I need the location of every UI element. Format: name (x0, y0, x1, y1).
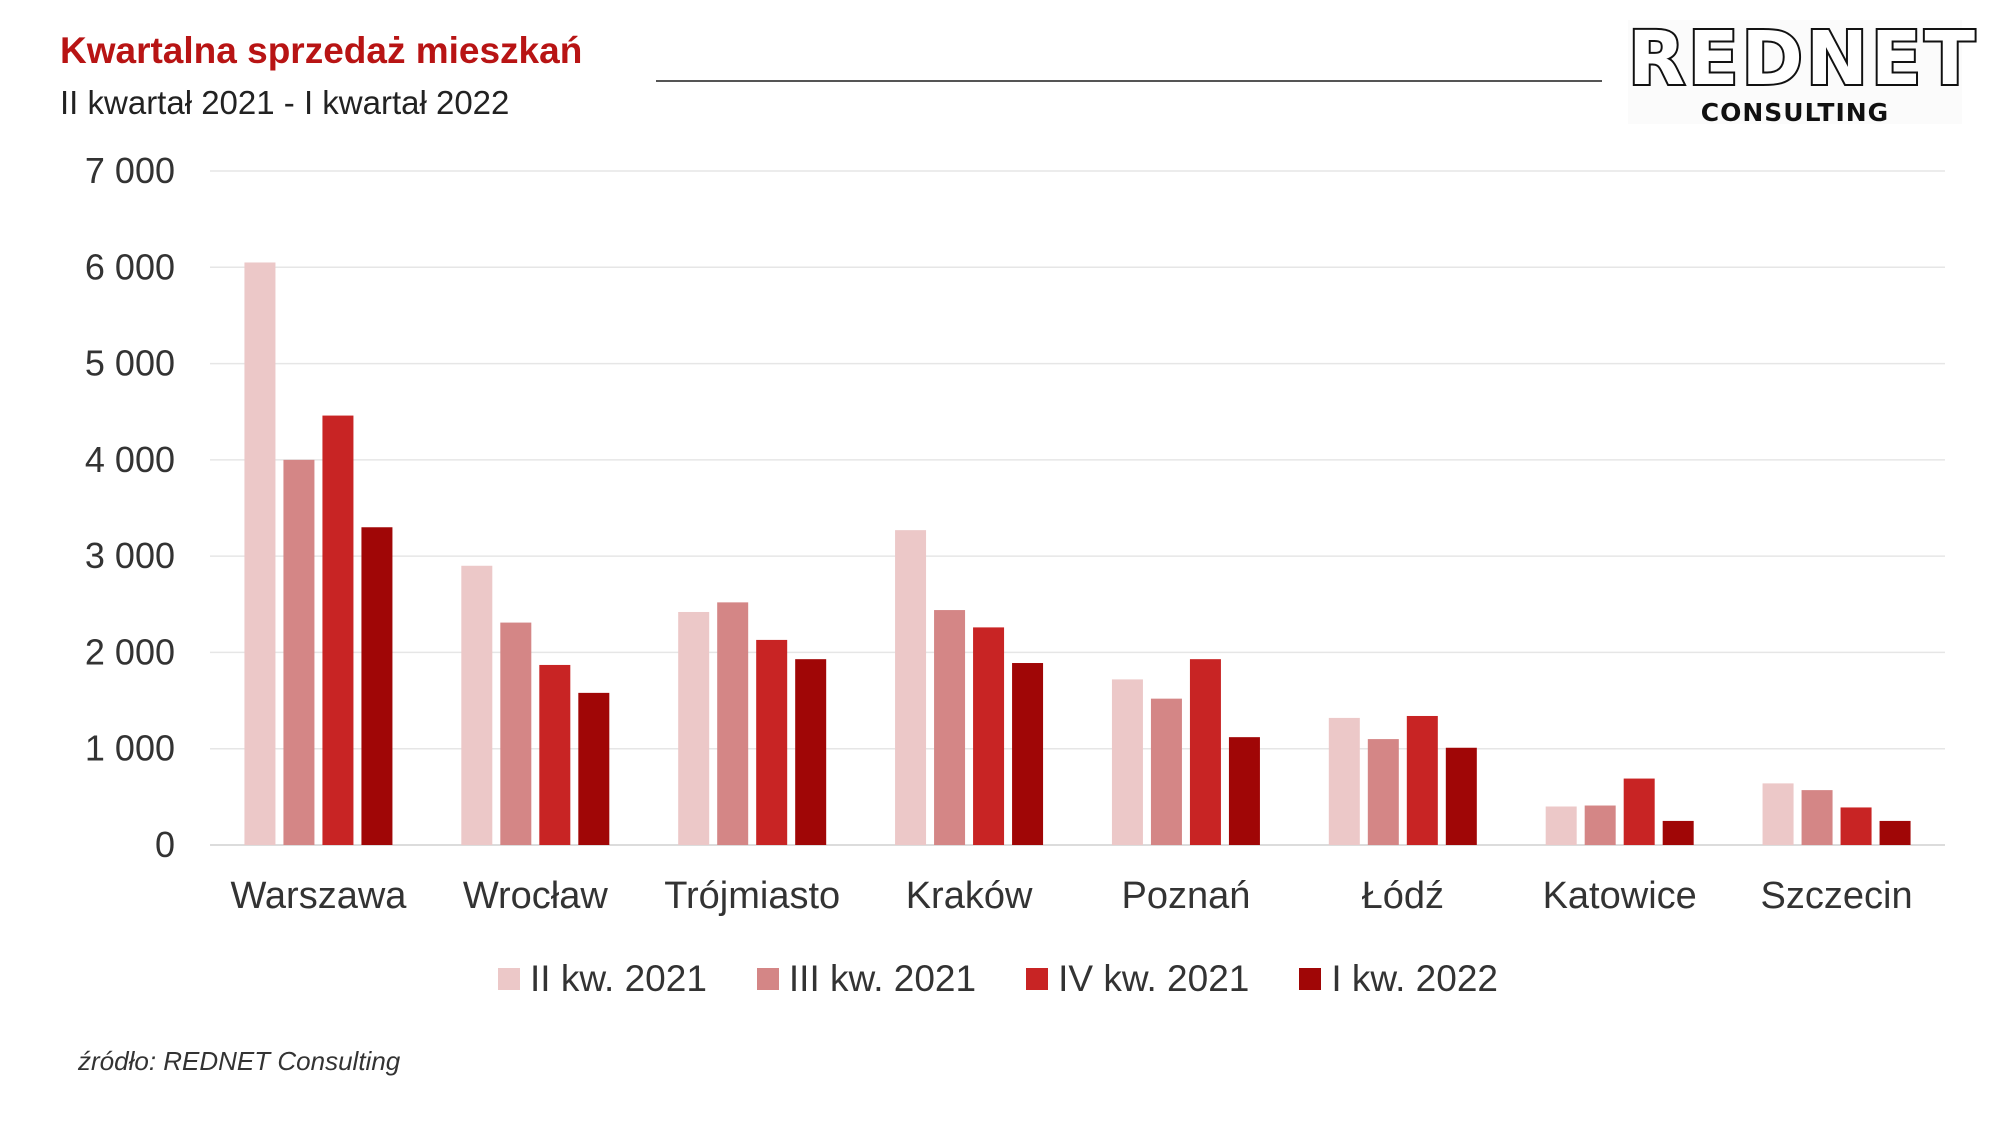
bar (678, 611, 710, 845)
bars (244, 262, 1911, 845)
legend-label: I kw. 2022 (1331, 958, 1498, 999)
bar (895, 530, 927, 845)
bar (500, 622, 532, 845)
bar (1584, 805, 1616, 845)
bar (1545, 806, 1577, 845)
bar (1879, 820, 1911, 845)
title-divider (656, 80, 1602, 82)
x-axis-ticks: Warszawa Wrocław Trójmiasto Kraków Poznań Łód… (230, 875, 1912, 917)
bar (1662, 820, 1694, 845)
bar (461, 565, 493, 845)
chart-legend: II kw. 2021 III kw. 2021 IV kw. 2021 I kw. … (0, 958, 1996, 1000)
bar (322, 415, 354, 845)
grid-lines (210, 170, 1945, 846)
logo-tagline: CONSULTING (1700, 98, 1890, 127)
chart-subtitle: II kwartał 2021 - I kwartał 2022 (60, 84, 510, 121)
legend-item: I kw. 2022 (1299, 958, 1498, 1000)
bar (1189, 659, 1221, 845)
bar (1801, 790, 1833, 845)
source-note: źródło: REDNET Consulting (78, 1046, 401, 1076)
x-tick-label: Kraków (906, 875, 1033, 917)
bar (361, 527, 393, 845)
x-tick-label: Wrocław (463, 875, 609, 917)
legend-label: IV kw. 2021 (1058, 958, 1250, 999)
y-tick-label: 1 000 (85, 728, 175, 769)
logo-wordmark: REDNET (1626, 16, 1978, 102)
bar (1150, 698, 1182, 845)
chart-title: Kwartalna sprzedaż mieszkań (60, 30, 583, 71)
y-tick-label: 4 000 (85, 439, 175, 480)
bar (1328, 717, 1360, 845)
legend-label: III kw. 2021 (788, 958, 977, 999)
bar (756, 639, 788, 845)
y-tick-label: 3 000 (85, 535, 175, 576)
y-tick-label: 7 000 (85, 150, 175, 191)
legend-item: IV kw. 2021 (1026, 958, 1249, 1000)
bar (578, 692, 610, 845)
bar (1406, 715, 1438, 845)
bar (1623, 778, 1655, 845)
bar (1111, 679, 1143, 845)
bar (1012, 663, 1044, 845)
y-tick-label: 2 000 (85, 631, 175, 672)
bar (973, 627, 1005, 845)
x-tick-label: Trójmiasto (664, 875, 840, 917)
bar (1840, 807, 1872, 845)
x-tick-label: Poznań (1121, 875, 1250, 917)
legend-swatch (1299, 968, 1322, 990)
legend-swatch (1026, 968, 1049, 990)
y-axis-ticks: 0 1 000 2 000 3 000 4 000 5 000 6 000 7 000 (85, 150, 175, 865)
bar (1445, 747, 1477, 845)
bar (1228, 737, 1260, 845)
legend-item: III kw. 2021 (756, 958, 977, 1000)
y-tick-label: 5 000 (85, 343, 175, 384)
bar (717, 602, 749, 845)
bar (283, 459, 315, 845)
x-tick-label: Szczecin (1761, 875, 1913, 917)
rednet-logo: REDNET CONSULTING (1626, 16, 1978, 127)
bar (934, 610, 966, 845)
x-tick-label: Katowice (1543, 875, 1697, 917)
bar (244, 262, 276, 845)
bar (539, 664, 571, 845)
bar (1367, 739, 1399, 845)
bar (795, 659, 827, 845)
y-tick-label: 6 000 (85, 246, 175, 287)
x-tick-label: Warszawa (230, 875, 407, 917)
legend-label: II kw. 2021 (530, 958, 707, 999)
x-tick-label: Łódź (1362, 875, 1444, 917)
legend-item: II kw. 2021 (498, 958, 707, 1000)
legend-swatch (498, 968, 521, 990)
y-tick-label: 0 (155, 824, 175, 865)
legend-swatch (756, 968, 779, 990)
bar (1762, 783, 1794, 845)
